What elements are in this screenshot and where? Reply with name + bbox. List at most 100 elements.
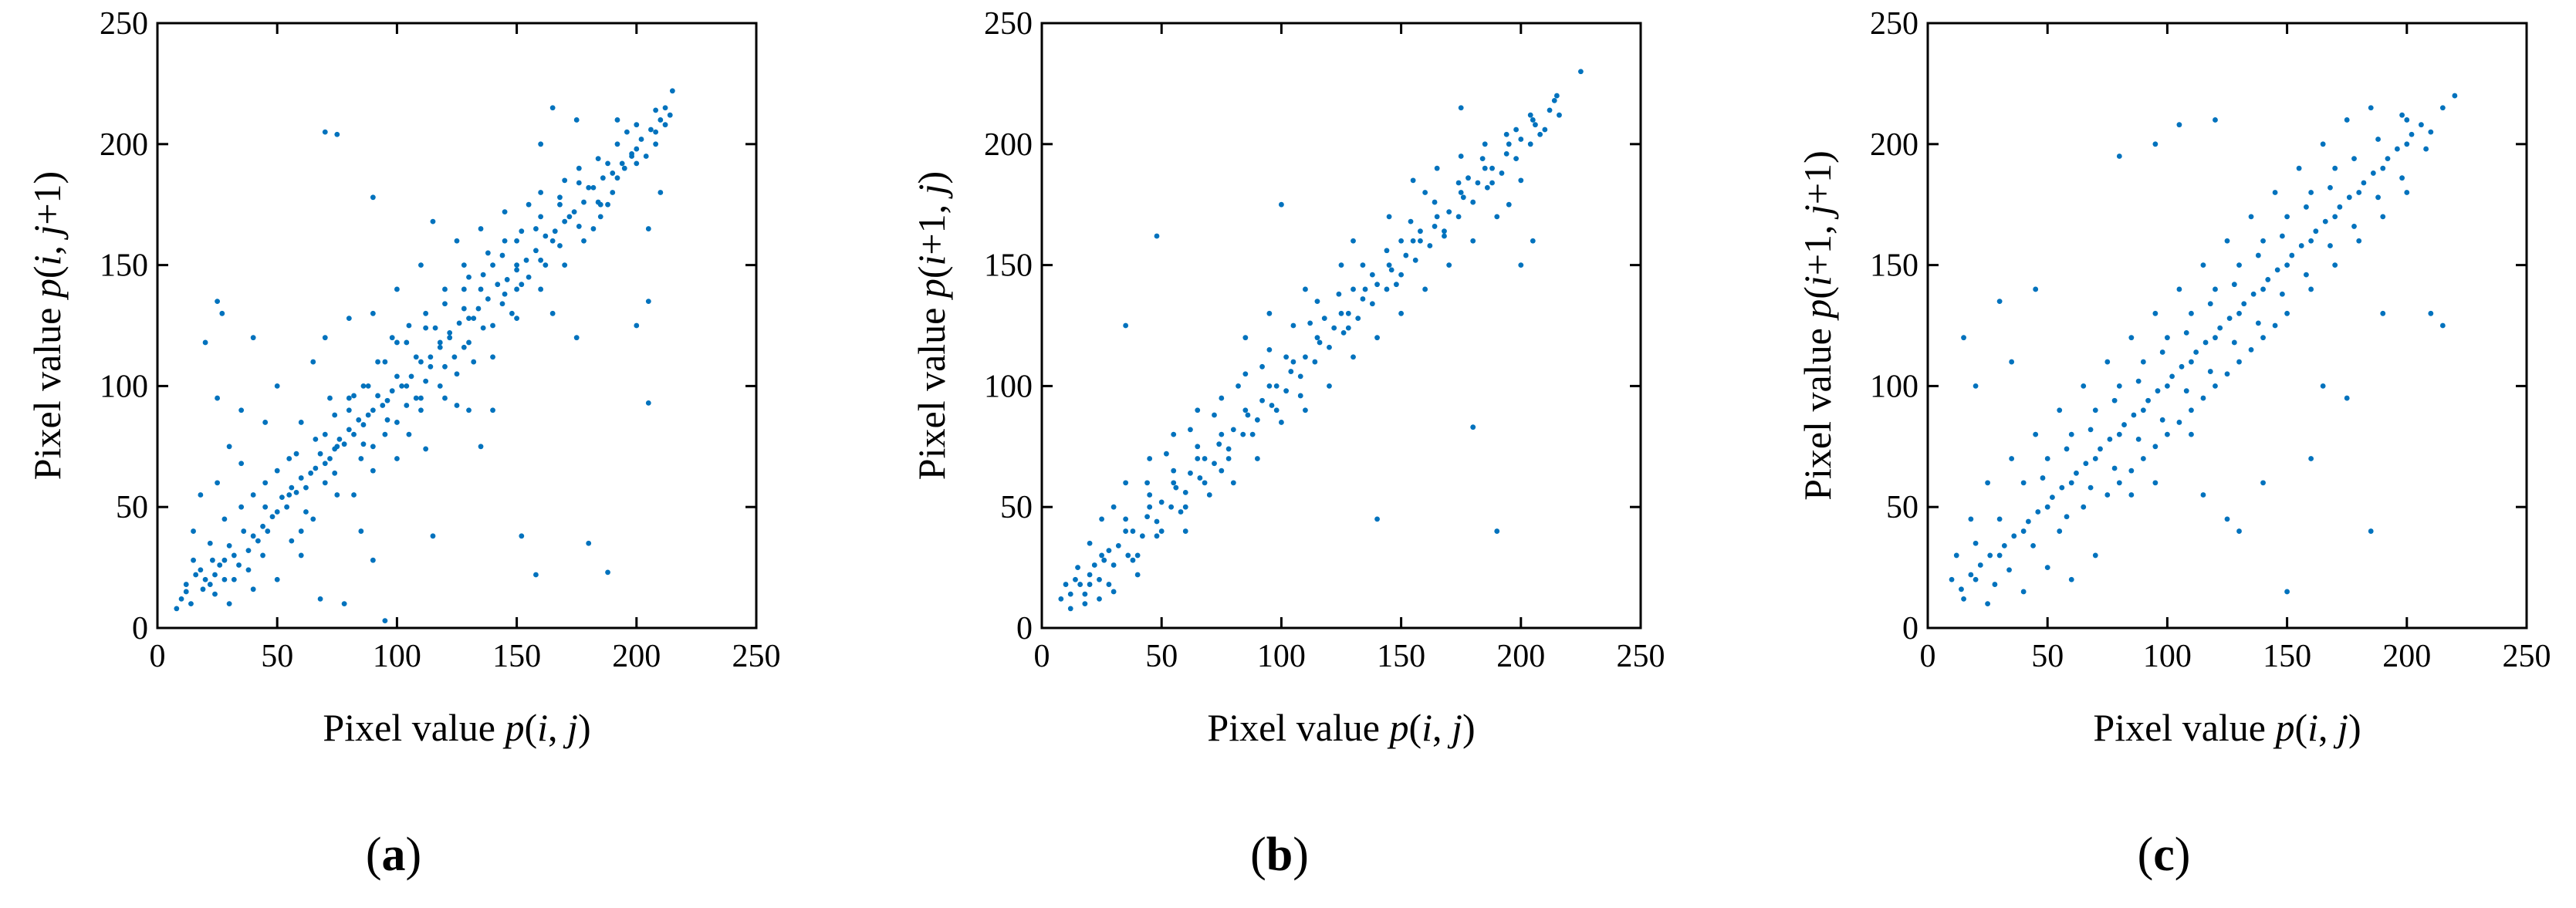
scatter-point-c-0-70 [2020, 528, 2027, 534]
scatter-point-b-0-79 [1273, 383, 1280, 389]
x-tick-label-b-250: 250 [1617, 639, 1665, 674]
scatter-point-b-0-2 [1279, 201, 1284, 208]
x-axis-label-a: Pixel value p(i, j) [323, 706, 590, 749]
scatter-point-b-0-153 [1479, 156, 1486, 162]
scatter-point-c-0-178 [2207, 301, 2213, 307]
scatter-point-a-0-57 [310, 359, 316, 365]
scatter-point-c-0-76 [1987, 552, 1993, 559]
x-tick-label-b-50: 50 [1145, 639, 1178, 674]
scatter-point-c-0-155 [2064, 514, 2070, 520]
scatter-point-b-0-38 [1168, 504, 1175, 510]
scatter-point-c-0-75 [1977, 562, 1983, 568]
scatter-point-a-0-194 [590, 226, 597, 231]
scatter-point-a-0-263 [576, 180, 582, 186]
scatter-point-a-0-22 [573, 335, 580, 341]
scatter-point-a-0-56 [215, 395, 220, 401]
scatter-point-b-0-90 [1432, 224, 1438, 229]
scatter-point-c-0-171 [2040, 475, 2046, 481]
scatter-point-c-0-105 [2337, 204, 2343, 210]
scatter-point-a-0-130 [202, 576, 208, 582]
scatter-point-c-0-66 [2116, 431, 2122, 437]
panel-a: 0 50 100 150 200 250 0 50 100 150 200 250 Pixel val… [25, 6, 781, 881]
scatter-point-b-0-189 [1362, 286, 1368, 292]
scatter-point-c-0-134 [2332, 262, 2338, 268]
scatter-point-c-0-157 [2111, 465, 2118, 471]
scatter-point-c-0-149 [2044, 456, 2050, 461]
scatter-point-a-0-19 [490, 354, 495, 360]
scatter-point-b-0-1 [1123, 322, 1129, 329]
scatter-point-a-0-47 [215, 480, 220, 486]
scatter-point-a-0-74 [351, 492, 357, 498]
y-tick-label-a-50: 50 [116, 490, 148, 525]
scatter-point-c-0-174 [2111, 397, 2118, 403]
scatter-point-b-0-94 [1489, 165, 1495, 171]
scatter-point-b-0-93 [1475, 180, 1481, 186]
scatter-point-c-0-92 [2179, 363, 2185, 370]
scatter-point-a-0-46 [198, 492, 204, 498]
scatter-point-a-0-70 [382, 359, 388, 365]
scatter-point-c-0-185 [2375, 137, 2381, 142]
scatter-point-b-0-151 [1432, 199, 1438, 205]
scatter-point-c-0-14 [2368, 528, 2374, 534]
scatter-point-c-0-15 [2284, 589, 2290, 595]
scatter-point-b-0-22 [1171, 431, 1177, 437]
scatter-point-b-0-194 [1482, 165, 1488, 171]
scatter-point-a-0-120 [298, 475, 304, 481]
scatter-point-a-0-146 [303, 484, 309, 491]
scatter-point-c-0-88 [2131, 412, 2137, 418]
panel-c: 0 50 100 150 200 250 0 50 100 150 200 250 Pixel val… [1796, 6, 2551, 881]
scatter-point-b-0-36 [1139, 533, 1145, 539]
scatter-point-a-0-129 [212, 572, 218, 578]
scatter-point-c-0-107 [2361, 180, 2367, 186]
scatter-point-c-0-44 [2248, 214, 2254, 220]
scatter-point-c-0-119 [2213, 286, 2218, 292]
scatter-point-c-0-6 [1961, 335, 1966, 341]
scatter-point-b-0-101 [1230, 480, 1236, 486]
scatter-point-a-0-93 [605, 160, 610, 167]
scatter-point-b-0-52 [1369, 301, 1375, 307]
scatter-point-a-0-139 [236, 562, 242, 568]
scatter-point-c-0-78 [2011, 533, 2017, 539]
scatter-point-b-0-110 [1446, 262, 1452, 268]
scatter-point-a-0-16 [645, 299, 651, 305]
scatter-point-a-0-73 [322, 480, 328, 486]
scatter-point-c-0-109 [2385, 156, 2391, 162]
scatter-point-b-0-117 [1351, 238, 1356, 244]
scatter-point-a-0-54 [262, 420, 269, 425]
scatter-point-b-0-165 [1513, 127, 1519, 133]
scatter-point-c-0-69 [2044, 504, 2050, 510]
scatter-point-a-0-65 [502, 209, 508, 215]
scatter-point-a-0-186 [334, 492, 340, 498]
scatter-point-b-0-106 [1351, 354, 1356, 360]
scatter-point-c-0-160 [2183, 388, 2189, 394]
scatter-point-c-0-53 [2428, 129, 2434, 135]
scatter-point-a-0-250 [634, 160, 640, 167]
scatter-point-a-0-252 [360, 383, 367, 389]
scatter-point-a-0-215 [451, 354, 458, 360]
scatter-point-c-0-156 [2088, 484, 2094, 491]
scatter-point-b-0-147 [1336, 291, 1342, 297]
scatter-point-b-0-136 [1082, 601, 1088, 607]
scatter-point-b-0-74 [1202, 456, 1208, 461]
scatter-point-b-0-56 [1427, 243, 1433, 248]
scatter-point-a-0-115 [346, 427, 352, 433]
scatter-point-c-0-125 [2116, 480, 2122, 486]
y-tick-label-c-0: 0 [1902, 611, 1918, 646]
scatter-point-a-0-77 [437, 383, 443, 389]
scatter-point-b-0-193 [1458, 190, 1464, 195]
x-tick-label-c-50: 50 [2031, 639, 2064, 674]
scatter-point-a-0-95 [566, 214, 573, 220]
scatter-point-a-0-179 [619, 160, 625, 167]
scatter-point-b-0-103 [1279, 420, 1284, 425]
scatter-point-c-0-166 [2328, 243, 2333, 248]
axis-ticks-c: 0 50 100 150 200 250 0 50 100 150 200 250 [1870, 6, 2551, 674]
scatter-point-b-0-59 [1470, 199, 1476, 205]
scatter-point-a-0-4 [202, 339, 208, 346]
scatter-point-a-0-204 [509, 310, 515, 316]
scatter-point-b-0-61 [1499, 170, 1505, 176]
scatter-point-a-0-241 [461, 344, 467, 350]
scatter-point-a-0-261 [538, 214, 544, 220]
scatter-point-b-0-9 [1458, 105, 1464, 111]
scatter-point-b-0-168 [1273, 407, 1280, 413]
scatter-point-a-0-244 [519, 282, 525, 288]
